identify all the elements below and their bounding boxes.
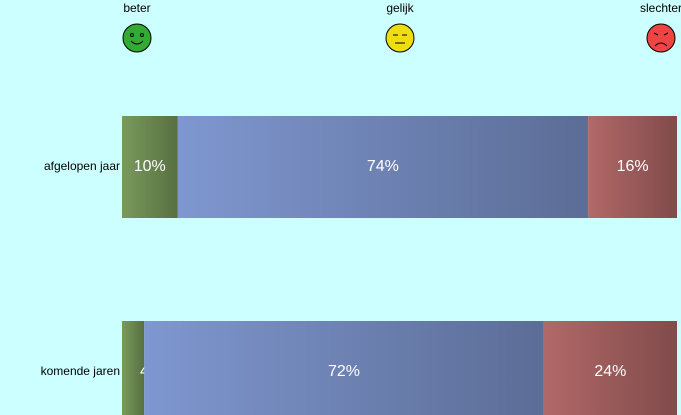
value-label: 24% (594, 363, 626, 380)
value-label: 16% (617, 158, 649, 175)
bar-shade (122, 321, 145, 415)
category-label: komende jaren (41, 364, 120, 378)
bar-shade (177, 116, 589, 218)
icon-neutral (385, 23, 415, 53)
legend-label: beter (123, 1, 150, 15)
bar-shade (144, 321, 544, 415)
bar-shade (543, 321, 677, 415)
legend-icons (122, 23, 676, 53)
bar-shade (122, 116, 178, 218)
legend-label: gelijk (386, 1, 414, 15)
icon-happy (122, 23, 152, 53)
value-label: 10% (134, 158, 166, 175)
value-label: 74% (367, 158, 399, 175)
category-label: afgelopen jaar (44, 159, 120, 173)
bar-shade (588, 116, 677, 218)
legend-label: slechter (640, 1, 681, 15)
icon-sad (646, 23, 676, 53)
value-label: 72% (328, 363, 360, 380)
